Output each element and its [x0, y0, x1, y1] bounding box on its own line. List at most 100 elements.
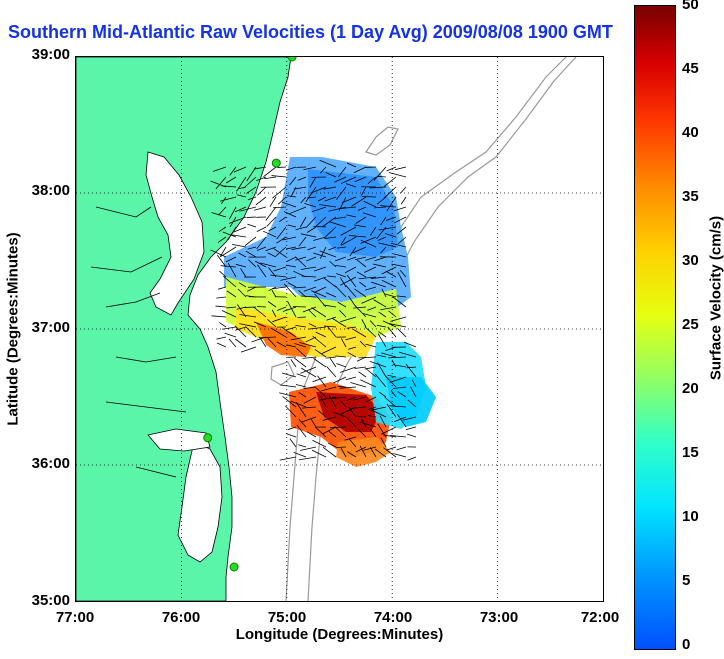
- velocity-arrow: [221, 326, 237, 330]
- velocity-arrow: [313, 236, 327, 241]
- velocity-arrow: [328, 246, 337, 251]
- velocity-arrow: [360, 239, 377, 248]
- velocity-arrow: [340, 366, 357, 373]
- velocity-arrow: [386, 166, 397, 172]
- velocity-arrow: [293, 286, 307, 289]
- velocity-arrow: [354, 366, 367, 369]
- x-tick-75: 75:00: [267, 609, 307, 626]
- velocity-arrow: [299, 216, 307, 228]
- station-marker: [287, 57, 297, 62]
- velocity-arrow: [341, 196, 357, 204]
- velocity-arrow: [325, 172, 337, 178]
- velocity-arrow: [356, 259, 367, 268]
- velocity-arrow: [286, 166, 297, 171]
- velocity-arrow: [337, 301, 347, 308]
- velocity-arrow: [345, 376, 357, 381]
- velocity-arrow: [339, 386, 357, 389]
- velocity-arrow: [215, 176, 227, 190]
- albemarle-sound: [147, 428, 211, 452]
- velocity-arrow: [369, 447, 377, 458]
- velocity-arrow: [354, 305, 367, 318]
- velocity-arrow: [385, 216, 397, 221]
- velocity-arrow: [298, 391, 307, 398]
- velocity-arrow: [390, 242, 407, 248]
- velocity-arrow: [282, 396, 297, 408]
- bathymetry-contour: [270, 361, 295, 386]
- velocity-arrow: [353, 396, 367, 401]
- velocity-arrow: [328, 442, 337, 448]
- velocity-arrow: [287, 426, 297, 431]
- velocity-arrow: [282, 236, 297, 241]
- velocity-arrow: [226, 306, 237, 309]
- velocity-arrow: [254, 260, 267, 268]
- velocity-arrow: [358, 371, 367, 378]
- velocity-arrow: [319, 166, 327, 174]
- velocity-arrow: [286, 256, 297, 263]
- velocity-arrow: [307, 309, 317, 318]
- velocity-arrow: [270, 274, 287, 278]
- velocity-arrow: [373, 166, 387, 181]
- velocity-arrow: [335, 264, 347, 268]
- velocity-arrow: [211, 315, 227, 318]
- velocity-arrow: [394, 216, 407, 224]
- velocity-arrow: [358, 356, 377, 359]
- velocity-arrow: [367, 415, 377, 418]
- velocity-arrow: [357, 415, 367, 418]
- velocity-arrow: [272, 286, 287, 290]
- velocity-arrow: [363, 313, 377, 318]
- velocity-arrow: [396, 413, 407, 428]
- map-plot-area[interactable]: [75, 56, 604, 602]
- velocity-arrow: [352, 246, 367, 254]
- velocity-arrow: [238, 252, 247, 258]
- velocity-arrow: [307, 226, 317, 233]
- velocity-arrow: [221, 310, 237, 318]
- velocity-arrow: [340, 236, 347, 246]
- velocity-vectors: [210, 159, 417, 461]
- velocity-arrow: [384, 396, 397, 408]
- velocity-arrow: [311, 206, 327, 213]
- grid-lines: [76, 57, 603, 601]
- velocity-arrow: [365, 343, 377, 348]
- velocity-arrow: [254, 206, 267, 211]
- velocity-arrow: [388, 172, 407, 178]
- velocity-arrow: [240, 346, 257, 353]
- velocity-arrow: [381, 352, 397, 358]
- velocity-arrow: [303, 396, 317, 404]
- velocity-arrow: [285, 246, 297, 250]
- velocity-arrow: [384, 233, 397, 238]
- velocity-arrow: [295, 384, 307, 388]
- velocity-arrow: [369, 361, 387, 368]
- current-map: [76, 57, 603, 601]
- velocity-arrow: [380, 205, 397, 208]
- velocity-arrow: [347, 451, 357, 458]
- velocity-arrow: [298, 444, 307, 448]
- velocity-arrow: [334, 216, 347, 220]
- velocity-arrow: [308, 323, 317, 328]
- velocity-arrow: [219, 322, 227, 328]
- velocity-field: [224, 157, 436, 467]
- velocity-arrow: [377, 333, 387, 348]
- velocity-arrow: [331, 317, 347, 328]
- velocity-arrow: [340, 176, 357, 184]
- y-axis-label: Latitude (Degrees:Minutes): [4, 232, 22, 426]
- velocity-arrow: [304, 202, 317, 208]
- velocity-arrow: [368, 406, 377, 410]
- velocity-arrow: [340, 447, 347, 458]
- velocity-arrow: [295, 256, 307, 261]
- colorbar-tick-35: 35: [682, 188, 699, 205]
- velocity-arrow: [227, 226, 237, 241]
- velocity-arrow: [265, 206, 277, 221]
- velocity-arrow: [279, 392, 297, 398]
- velocity-arrow: [217, 236, 227, 243]
- velocity-arrow: [324, 196, 337, 202]
- velocity-arrow: [370, 276, 387, 279]
- velocity-arrow: [329, 260, 337, 268]
- velocity-arrow: [392, 296, 407, 308]
- velocity-arrow: [291, 246, 307, 250]
- velocity-arrow: [407, 456, 417, 461]
- velocity-arrow: [377, 236, 387, 241]
- velocity-arrow: [303, 286, 317, 292]
- velocity-arrow: [323, 186, 337, 190]
- velocity-arrow: [328, 430, 337, 438]
- velocity-arrow: [216, 342, 227, 348]
